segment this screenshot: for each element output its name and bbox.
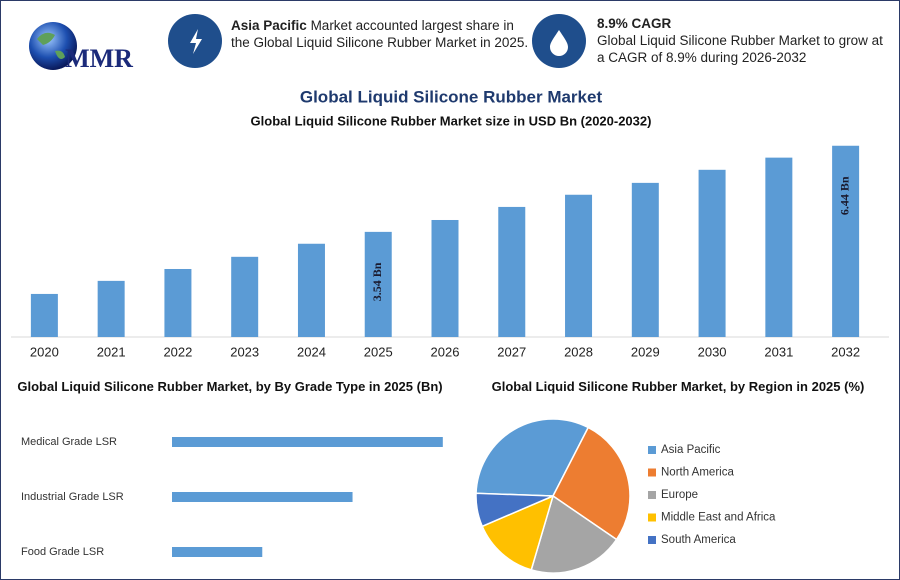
x-tick-label: 2028	[564, 344, 593, 359]
pie-slice	[481, 494, 555, 571]
highlight-bold: Asia Pacific	[231, 18, 307, 33]
logo-globe	[29, 22, 77, 70]
bar	[364, 231, 392, 337]
highlight-2: 8.9% CAGR Global Liquid Silicone Rubber M…	[597, 15, 892, 66]
category-label: Industrial Grade LSR	[21, 491, 124, 503]
bar	[631, 182, 659, 337]
legend-label: South America	[661, 534, 736, 546]
legend-label: Middle East and Africa	[661, 512, 776, 524]
bar	[172, 547, 263, 557]
bar	[164, 268, 192, 337]
legend-swatch	[648, 536, 656, 544]
bar	[30, 293, 58, 337]
bar	[231, 256, 259, 337]
main-title: Global Liquid Silicone Rubber Market	[300, 87, 603, 106]
chart-title: Global Liquid Silicone Rubber Market, by…	[491, 379, 865, 394]
logo-land	[37, 32, 65, 59]
value-label: 6.44 Bn	[837, 176, 851, 215]
x-tick-label: 2029	[631, 344, 660, 359]
legend-swatch	[648, 446, 656, 454]
pie-slice	[475, 418, 590, 497]
highlight-text: Market accounted largest share in the Gl…	[231, 18, 529, 50]
icon-drop	[550, 30, 568, 56]
legend-swatch	[648, 491, 656, 499]
pie-slice	[475, 492, 554, 528]
legend-label: Europe	[661, 489, 698, 501]
bar	[832, 145, 860, 337]
legend-swatch	[648, 468, 656, 477]
bar	[498, 206, 526, 337]
legend-label: Asia Pacific	[661, 444, 721, 456]
bar	[172, 437, 443, 447]
bar	[765, 157, 793, 337]
x-tick-label: 2026	[431, 344, 460, 359]
chart-title: Global Liquid Silicone Rubber Market siz…	[251, 113, 652, 128]
pie-slice	[552, 426, 631, 541]
x-tick-label: 2027	[497, 344, 526, 359]
x-tick-label: 2025	[364, 344, 393, 359]
bar	[172, 492, 353, 502]
bar	[698, 169, 726, 337]
x-tick-label: 2021	[97, 344, 126, 359]
x-tick-label: 2024	[297, 344, 326, 359]
bar	[565, 194, 593, 337]
x-tick-label: 2032	[831, 344, 860, 359]
bar	[97, 280, 125, 337]
value-label: 3.54 Bn	[370, 262, 384, 301]
x-tick-label: 2031	[764, 344, 793, 359]
bar	[431, 219, 459, 337]
icon-bolt	[190, 29, 202, 54]
x-tick-label: 2022	[163, 344, 192, 359]
highlight-1: Asia Pacific Market accounted largest sh…	[231, 17, 531, 51]
highlight-title: 8.9% CAGR	[597, 16, 672, 31]
bar	[297, 243, 325, 337]
logo-text: MMR	[65, 44, 133, 73]
x-tick-label: 2030	[698, 344, 727, 359]
x-tick-label: 2020	[30, 344, 59, 359]
chart-title: Global Liquid Silicone Rubber Market, by…	[17, 379, 443, 394]
pie-slice	[530, 494, 618, 574]
legend-swatch	[648, 513, 656, 522]
highlight-text: Global Liquid Silicone Rubber Market to …	[597, 33, 883, 65]
legend-label: North America	[661, 467, 734, 479]
category-label: Food Grade LSR	[21, 546, 104, 558]
category-label: Medical Grade LSR	[21, 436, 117, 448]
x-tick-label: 2023	[230, 344, 259, 359]
